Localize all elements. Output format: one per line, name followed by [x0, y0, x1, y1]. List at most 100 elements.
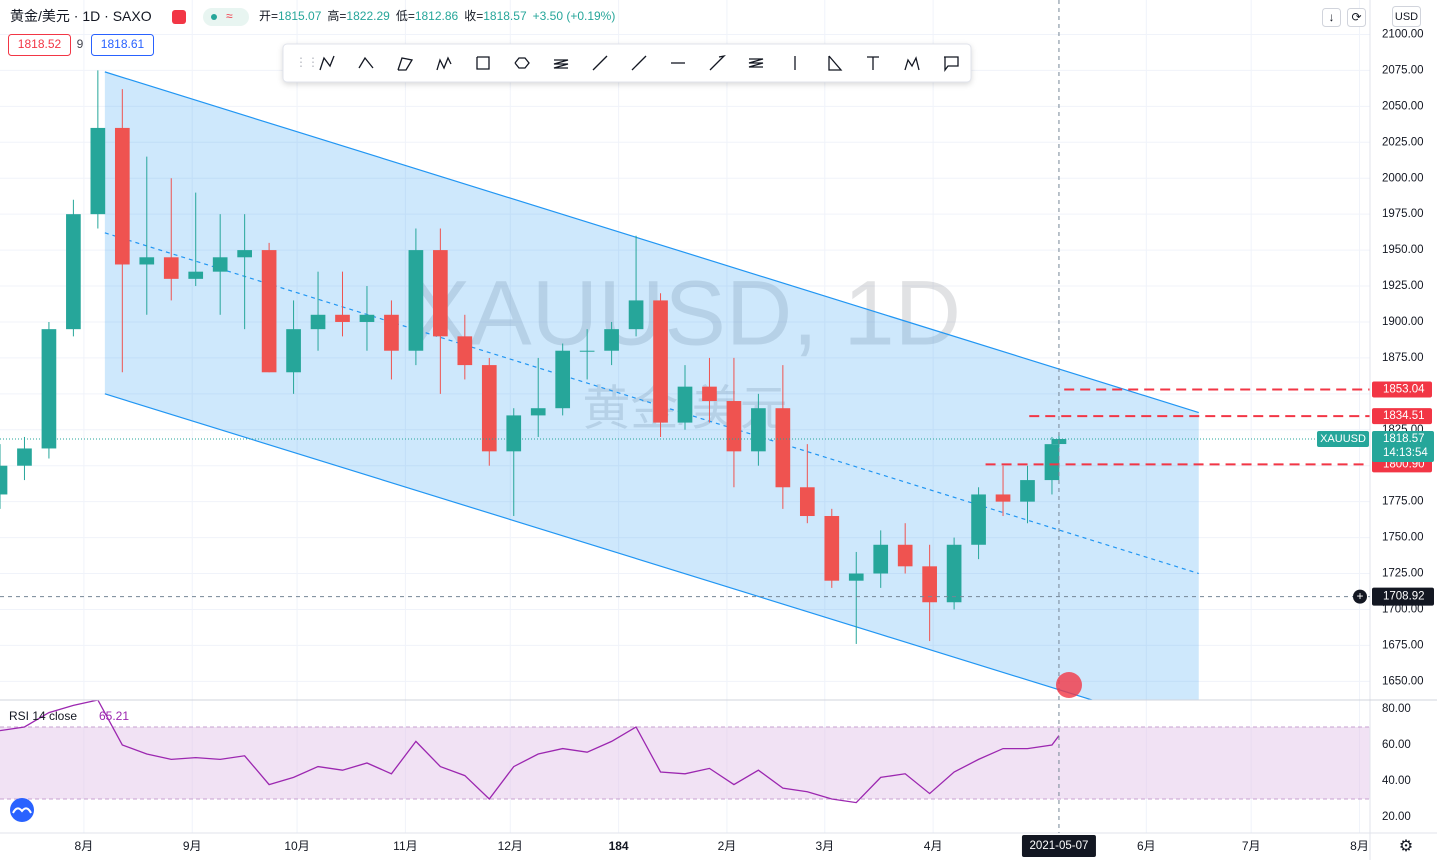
y-tick-label: 1875.00: [1382, 352, 1424, 364]
add-button[interactable]: [1353, 589, 1367, 604]
tool-icon[interactable]: [904, 56, 920, 71]
drawing-toolbar: ⋮⋮: [282, 43, 972, 83]
tool-icon[interactable]: [358, 56, 374, 69]
interval: 1D: [82, 8, 100, 24]
candle-body: [628, 300, 644, 330]
reset-button[interactable]: [1347, 8, 1366, 27]
candle-body: [897, 544, 913, 567]
crosshair-y-label: 1708.92: [1383, 591, 1425, 603]
y-tick-label: 1650.00: [1382, 675, 1424, 687]
candle-body: [530, 408, 546, 416]
price-pane: [0, 70, 1370, 700]
tool-icon[interactable]: [748, 58, 764, 68]
x-tick-label: 12月: [498, 839, 523, 853]
y-tick-label: 1700.00: [1382, 603, 1424, 615]
event-marker[interactable]: [1056, 672, 1082, 698]
symbol: 黄金/美元: [10, 8, 70, 24]
add-icon: +: [1356, 589, 1363, 603]
tool-icon[interactable]: [828, 55, 843, 71]
candle-body: [384, 314, 399, 351]
channel-lower: [104, 393, 1095, 700]
level-tag: [1372, 408, 1432, 425]
candle-body: [922, 566, 937, 603]
crosshair-x-label: 2021-05-07: [1030, 840, 1089, 852]
indicator-status[interactable]: [203, 8, 249, 26]
status-icon: ≈: [226, 9, 233, 23]
drag-handle[interactable]: ⋮⋮: [295, 55, 319, 69]
symbol-tag: [1317, 431, 1369, 448]
x-tick-label: 10月: [284, 839, 309, 853]
candle-body: [139, 257, 155, 265]
tool-icon[interactable]: [514, 57, 530, 69]
candle-body: [335, 314, 350, 322]
y-tick-label: 1925.00: [1382, 280, 1424, 292]
candle-body: [751, 408, 766, 452]
candle-body: [555, 350, 571, 409]
candle-body: [726, 401, 742, 452]
rsi-band: [0, 726, 1370, 799]
bid: 1818.52: [18, 37, 62, 51]
x-tick-label: 184: [609, 839, 629, 853]
candle-body: [506, 415, 522, 452]
candle-body: [408, 250, 424, 351]
y-tick-label: 1900.00: [1382, 316, 1424, 328]
candle-body: [799, 487, 815, 517]
tool-icon[interactable]: [553, 59, 569, 69]
y-tick-label: 2100.00: [1382, 29, 1424, 41]
candle-body: [212, 257, 228, 272]
rsi-tick-label: 20.00: [1382, 811, 1411, 823]
spread: 9: [77, 37, 84, 51]
y-tick-label: 2025.00: [1382, 136, 1424, 148]
watermark-symbol: XAUUSD, 1D: [409, 262, 961, 364]
x-tick-label: 7月: [1242, 839, 1261, 853]
tool-icon[interactable]: [944, 56, 959, 72]
candle-body: [114, 127, 130, 265]
y-tick-label: 1950.00: [1382, 244, 1424, 256]
tool-icon[interactable]: [319, 55, 335, 71]
y-tick-label: 1975.00: [1382, 208, 1424, 220]
y-tick-label: 2000.00: [1382, 172, 1424, 184]
tool-icon[interactable]: [436, 56, 452, 71]
level-tag: [1372, 381, 1432, 398]
currency-button[interactable]: [1392, 6, 1421, 27]
settings[interactable]: ⚙: [1399, 838, 1413, 855]
tool-icon[interactable]: [476, 56, 490, 70]
candle-body: [971, 494, 986, 545]
tool-icon[interactable]: [867, 56, 879, 70]
currency: USD: [1395, 11, 1418, 23]
x-tick-label: 6月: [1137, 839, 1156, 853]
tool-icon[interactable]: [709, 54, 726, 71]
candle-body: [0, 465, 8, 495]
market-status[interactable]: [172, 10, 186, 24]
countdown: 14:13:54: [1383, 447, 1428, 459]
candle-body: [677, 386, 693, 423]
y-tick-label: 1750.00: [1382, 532, 1424, 544]
crosshair-x-tag: [1021, 835, 1096, 857]
tool-icon[interactable]: [397, 57, 414, 71]
candle-body: [848, 573, 864, 581]
reset-icon: ⟳: [1351, 10, 1361, 24]
sell-button[interactable]: [8, 34, 71, 56]
ask: 1818.61: [101, 37, 145, 51]
tool-icon[interactable]: [631, 55, 647, 71]
buy-button[interactable]: [91, 34, 154, 56]
x-tick-label: 4月: [924, 839, 943, 853]
candle-body: [702, 386, 717, 402]
crosshair-y-tag: [1372, 587, 1434, 606]
candle-body: [163, 257, 179, 279]
scroll-button[interactable]: [1322, 8, 1341, 27]
ohlc: 开=1815.07 高=1822.29 低=1812.86 收=1818.57 +3.5…: [259, 8, 615, 23]
rsi-tick-label: 80.00: [1382, 703, 1411, 715]
candle-body: [457, 336, 473, 366]
candle-body: [41, 329, 57, 449]
candle-body: [481, 365, 497, 452]
tool-icon[interactable]: [592, 55, 608, 71]
candle-body: [775, 408, 791, 488]
candle-body: [1044, 444, 1060, 481]
x-tick-label: 2月: [718, 839, 737, 853]
candle-body: [261, 250, 277, 373]
candle-body: [90, 127, 106, 215]
